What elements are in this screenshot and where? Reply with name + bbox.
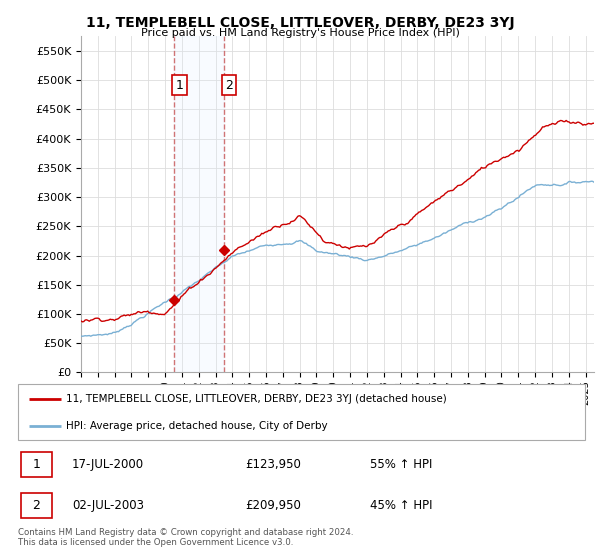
FancyBboxPatch shape: [21, 452, 52, 478]
Text: £123,950: £123,950: [245, 458, 301, 471]
Text: 17-JUL-2000: 17-JUL-2000: [72, 458, 144, 471]
FancyBboxPatch shape: [18, 384, 585, 440]
Text: 1: 1: [32, 458, 40, 471]
Text: 1: 1: [176, 78, 184, 92]
Text: 11, TEMPLEBELL CLOSE, LITTLEOVER, DERBY, DE23 3YJ (detached house): 11, TEMPLEBELL CLOSE, LITTLEOVER, DERBY,…: [66, 394, 447, 404]
Text: 11, TEMPLEBELL CLOSE, LITTLEOVER, DERBY, DE23 3YJ: 11, TEMPLEBELL CLOSE, LITTLEOVER, DERBY,…: [86, 16, 514, 30]
Text: £209,950: £209,950: [245, 499, 301, 512]
Text: 2: 2: [226, 78, 233, 92]
Text: Price paid vs. HM Land Registry's House Price Index (HPI): Price paid vs. HM Land Registry's House …: [140, 28, 460, 38]
Text: 55% ↑ HPI: 55% ↑ HPI: [370, 458, 432, 471]
Text: HPI: Average price, detached house, City of Derby: HPI: Average price, detached house, City…: [66, 421, 328, 431]
Text: 45% ↑ HPI: 45% ↑ HPI: [370, 499, 432, 512]
Bar: [174, 36, 224, 372]
Text: Contains HM Land Registry data © Crown copyright and database right 2024.
This d: Contains HM Land Registry data © Crown c…: [18, 528, 353, 547]
FancyBboxPatch shape: [21, 493, 52, 519]
Text: 02-JUL-2003: 02-JUL-2003: [72, 499, 144, 512]
Text: 2: 2: [32, 499, 40, 512]
